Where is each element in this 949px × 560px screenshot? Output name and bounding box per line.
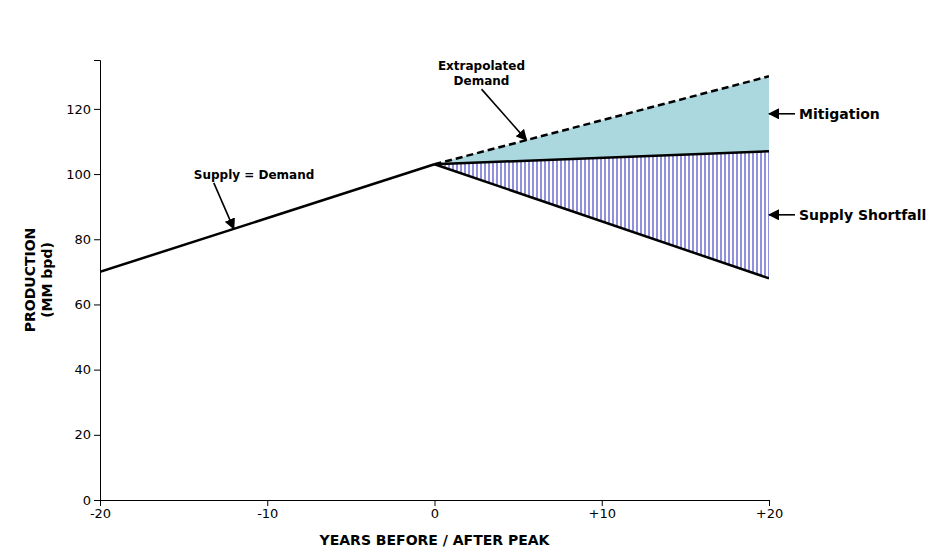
y-tick: 120	[66, 102, 100, 117]
y-tick-label: 0	[83, 493, 91, 508]
x-tick: +10	[589, 500, 616, 521]
y-tick-mark	[94, 239, 100, 240]
chart: -20 -10 0 +10 +20 0 20 40 60 80 100 120 YEARS BEFORE…	[0, 0, 949, 560]
x-axis-line	[101, 501, 770, 507]
annotation-line: Supply Shortfall	[799, 207, 926, 223]
y-axis-line	[94, 61, 101, 501]
y-tick-label: 20	[74, 427, 91, 442]
y-tick-mark	[94, 370, 100, 371]
y-axis-title-line: PRODUCTION	[22, 228, 38, 333]
x-tick: -10	[257, 500, 278, 521]
line	[100, 164, 435, 272]
line	[435, 151, 770, 164]
x-tick-label: -20	[90, 506, 111, 521]
y-tick-mark	[94, 304, 100, 305]
x-tick-label: +10	[589, 506, 616, 521]
y-tick-label: 100	[66, 167, 91, 182]
annotation-line: Mitigation	[799, 106, 880, 122]
annotation-arrow	[769, 214, 795, 216]
line	[435, 164, 770, 278]
annotation: Supply = Demand	[194, 168, 315, 182]
y-axis-title-line: (MM bpd)	[39, 242, 55, 318]
x-tick-label: 0	[431, 506, 439, 521]
annotation-arrow	[214, 183, 234, 229]
y-tick-label: 120	[66, 102, 91, 117]
y-tick-mark	[94, 109, 100, 110]
annotation-arrow	[769, 113, 795, 115]
x-axis: -20 -10 0 +10 +20	[90, 500, 783, 521]
x-tick-mark	[769, 500, 770, 506]
y-tick: 20	[74, 427, 100, 442]
y-axis: 0 20 40 60 80 100 120	[66, 61, 100, 508]
annotation-line: Demand	[454, 74, 510, 88]
x-axis-title: YEARS BEFORE / AFTER PEAK	[319, 532, 551, 548]
area	[435, 76, 770, 164]
annotations: Supply = Demand ExtrapolatedDemand Mitigat…	[194, 59, 926, 229]
annotation: Supply Shortfall	[799, 207, 926, 223]
annotation-line: Extrapolated	[438, 59, 525, 73]
line	[435, 76, 770, 164]
x-tick: 0	[431, 500, 439, 521]
area	[435, 151, 770, 278]
y-tick-label: 80	[74, 232, 91, 247]
annotation: Mitigation	[799, 106, 880, 122]
y-tick-mark	[94, 500, 100, 501]
x-tick-label: +20	[756, 506, 783, 521]
annotation-arrow	[481, 89, 526, 140]
y-tick: 80	[74, 232, 100, 247]
annotation: ExtrapolatedDemand	[438, 59, 525, 88]
x-tick: +20	[756, 500, 783, 521]
x-tick: -20	[90, 500, 111, 521]
y-tick: 40	[74, 362, 100, 377]
y-tick: 100	[66, 167, 100, 182]
y-tick-label: 40	[74, 362, 91, 377]
data-layer	[100, 76, 769, 278]
y-tick-label: 60	[74, 297, 91, 312]
annotation-line: Supply = Demand	[194, 168, 315, 182]
y-tick-mark	[94, 174, 100, 175]
x-tick-label: -10	[257, 506, 278, 521]
y-tick-mark	[94, 435, 100, 436]
plot: -20 -10 0 +10 +20 0 20 40 60 80 100 120 YEARS BEFORE…	[22, 59, 927, 548]
y-tick: 0	[83, 493, 100, 508]
x-tick-mark	[602, 500, 603, 506]
y-axis-title: PRODUCTION(MM bpd)	[22, 228, 55, 333]
x-tick-mark	[435, 500, 436, 506]
y-tick: 60	[74, 297, 100, 312]
x-tick-mark	[267, 500, 268, 506]
